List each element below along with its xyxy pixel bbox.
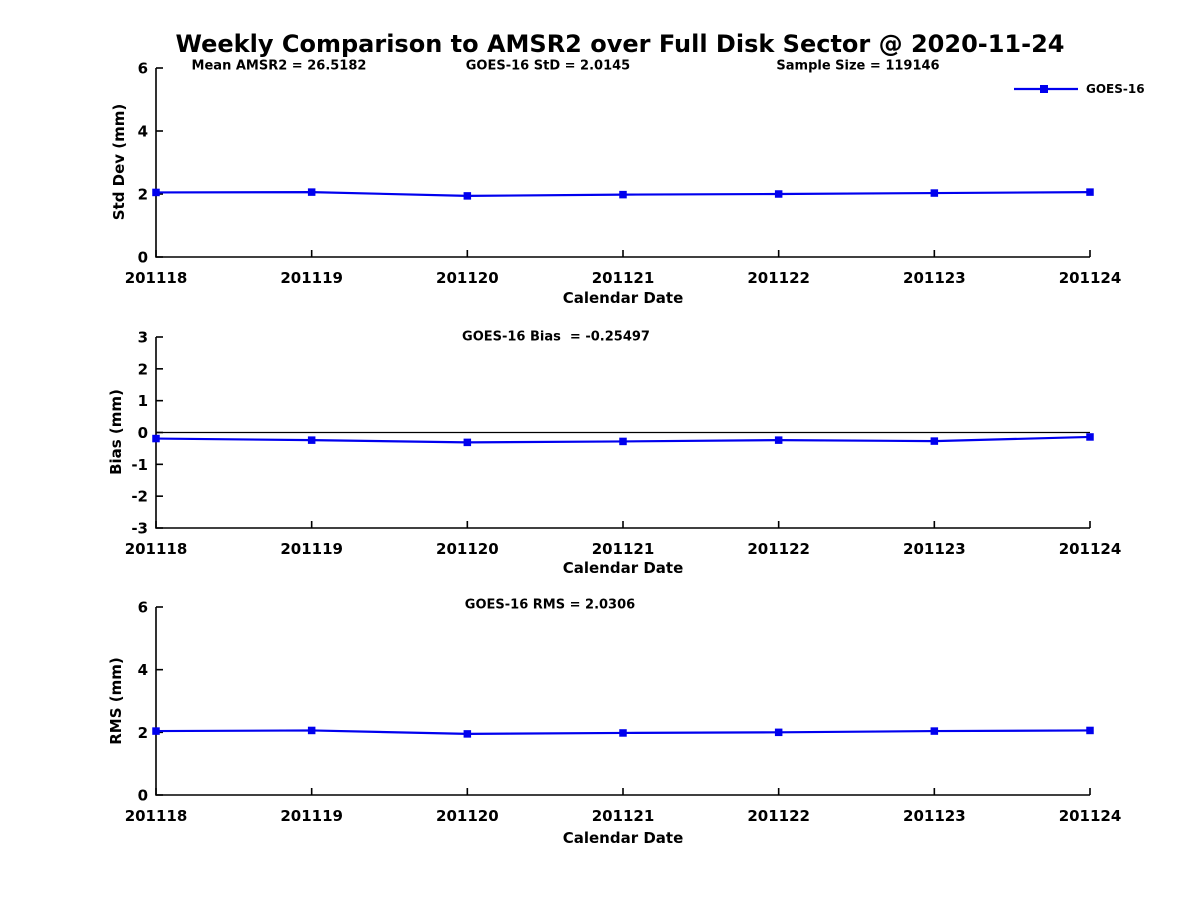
legend-label: GOES-16 [1086,82,1145,96]
std-dev-marker [463,192,472,200]
bias-x-tick-label: 201124 [1059,540,1122,558]
rms-x-tick-label: 201123 [903,807,966,825]
ylabel-std-dev: Std Dev (mm) [110,103,128,221]
bias-x-tick-label: 201122 [747,540,810,558]
bias-marker [1086,433,1094,441]
bias-marker [930,437,939,445]
rms-axes [155,607,1090,796]
bias-marker [774,436,783,444]
annotation-mean-amsr2: Mean AMSR2 = 26.5182 [191,58,367,74]
annotation-sample-size: Sample Size = 119146 [776,58,940,74]
bias-marker [307,436,316,444]
bias-x-tick-label: 201121 [592,540,655,558]
std-dev-x-tick-label: 201122 [747,269,810,287]
std-dev-x-tick-label: 201119 [280,269,343,287]
legend-line-marker-icon [1014,85,1078,93]
bias-y-tick-label: 1 [138,392,148,410]
bias-marker [152,434,160,443]
ylabel-rms: RMS (mm) [107,657,125,745]
std-dev-marker [774,190,783,198]
std-dev-axes [155,68,1090,258]
xlabel-calendar-date-top: Calendar Date [562,289,684,307]
std-dev-y-tick-label: 0 [138,249,148,267]
bias-x-tick-label: 201118 [125,540,188,558]
rms-x-tick-label: 201118 [125,807,188,825]
rms-x-tick-label: 201124 [1059,807,1122,825]
std-dev-marker [307,188,316,196]
rms-y-tick-label: 0 [138,787,148,805]
bias-marker [463,438,472,447]
rms-marker [930,727,939,735]
legend: GOES-16 [1014,82,1145,96]
std-dev-x-tick-label: 201121 [592,269,655,287]
xlabel-calendar-date-middle: Calendar Date [562,559,684,577]
rms-y-tick-label: 6 [138,599,148,617]
rms-x-tick-label: 201120 [436,807,499,825]
bias-y-tick-label: 0 [138,424,148,442]
bias-y-tick-label: -1 [131,456,148,474]
annotation-goes16-bias: GOES-16 Bias = -0.25497 [462,329,650,345]
bias-x-tick-label: 201119 [280,540,343,558]
bias-y-tick-label: -3 [131,520,148,538]
ylabel-bias: Bias (mm) [107,389,125,475]
std-dev-x-tick-label: 201124 [1059,269,1122,287]
rms-marker [152,727,160,735]
std-dev-x-tick-label: 201120 [436,269,499,287]
bias-marker [619,437,627,446]
std-dev-x-tick-label: 201123 [903,269,966,287]
std-dev-y-tick-label: 2 [138,186,148,204]
annotation-goes16-rms: GOES-16 RMS = 2.0306 [464,597,636,613]
std-dev-marker [930,189,939,197]
bias-x-tick-label: 201123 [903,540,966,558]
rms-marker [774,728,783,737]
xlabel-calendar-date-bottom: Calendar Date [562,829,684,847]
bias-y-tick-label: 3 [138,329,148,347]
rms-marker [1086,726,1094,735]
rms-marker [619,729,627,737]
std-dev-y-tick-label: 4 [138,123,148,141]
std-dev-marker [152,188,160,197]
rms-x-tick-label: 201122 [747,807,810,825]
rms-marker [307,726,316,735]
std-dev-marker [619,190,627,199]
rms-y-tick-label: 2 [138,724,148,742]
std-dev-x-tick-label: 201118 [125,269,188,287]
rms-x-tick-label: 201121 [592,807,655,825]
bias-y-tick-label: 2 [138,360,148,378]
bias-y-tick-label: -2 [131,488,148,506]
figure-title: Weekly Comparison to AMSR2 over Full Dis… [175,30,1065,58]
bias-x-tick-label: 201120 [436,540,499,558]
rms-x-tick-label: 201119 [280,807,343,825]
std-dev-marker [1086,188,1094,196]
rms-marker [463,730,472,738]
rms-y-tick-label: 4 [138,661,148,679]
std-dev-y-tick-label: 6 [138,60,148,78]
annotation-goes16-std: GOES-16 StD = 2.0145 [465,58,631,74]
